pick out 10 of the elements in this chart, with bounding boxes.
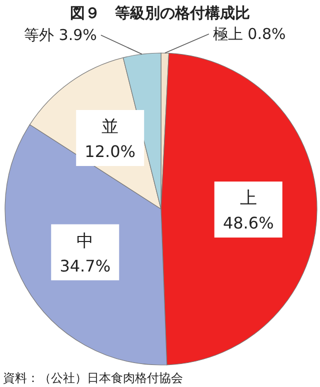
- slice-label: 等外 3.9%: [24, 26, 97, 44]
- text: 資料：（公社）日本食肉格付協会: [3, 371, 183, 385]
- data-label: 12.0%: [84, 142, 136, 162]
- data-label: 48.6%: [222, 214, 274, 233]
- data-label: 34.7%: [60, 256, 111, 276]
- slice-label: 上: [240, 188, 257, 209]
- slice-label: 中: [76, 231, 94, 252]
- chart-title: 図９ 等級別の格付構成比: [70, 4, 250, 22]
- slice-label: 極上 0.8%: [212, 25, 286, 44]
- slice-label: 並: [102, 117, 119, 138]
